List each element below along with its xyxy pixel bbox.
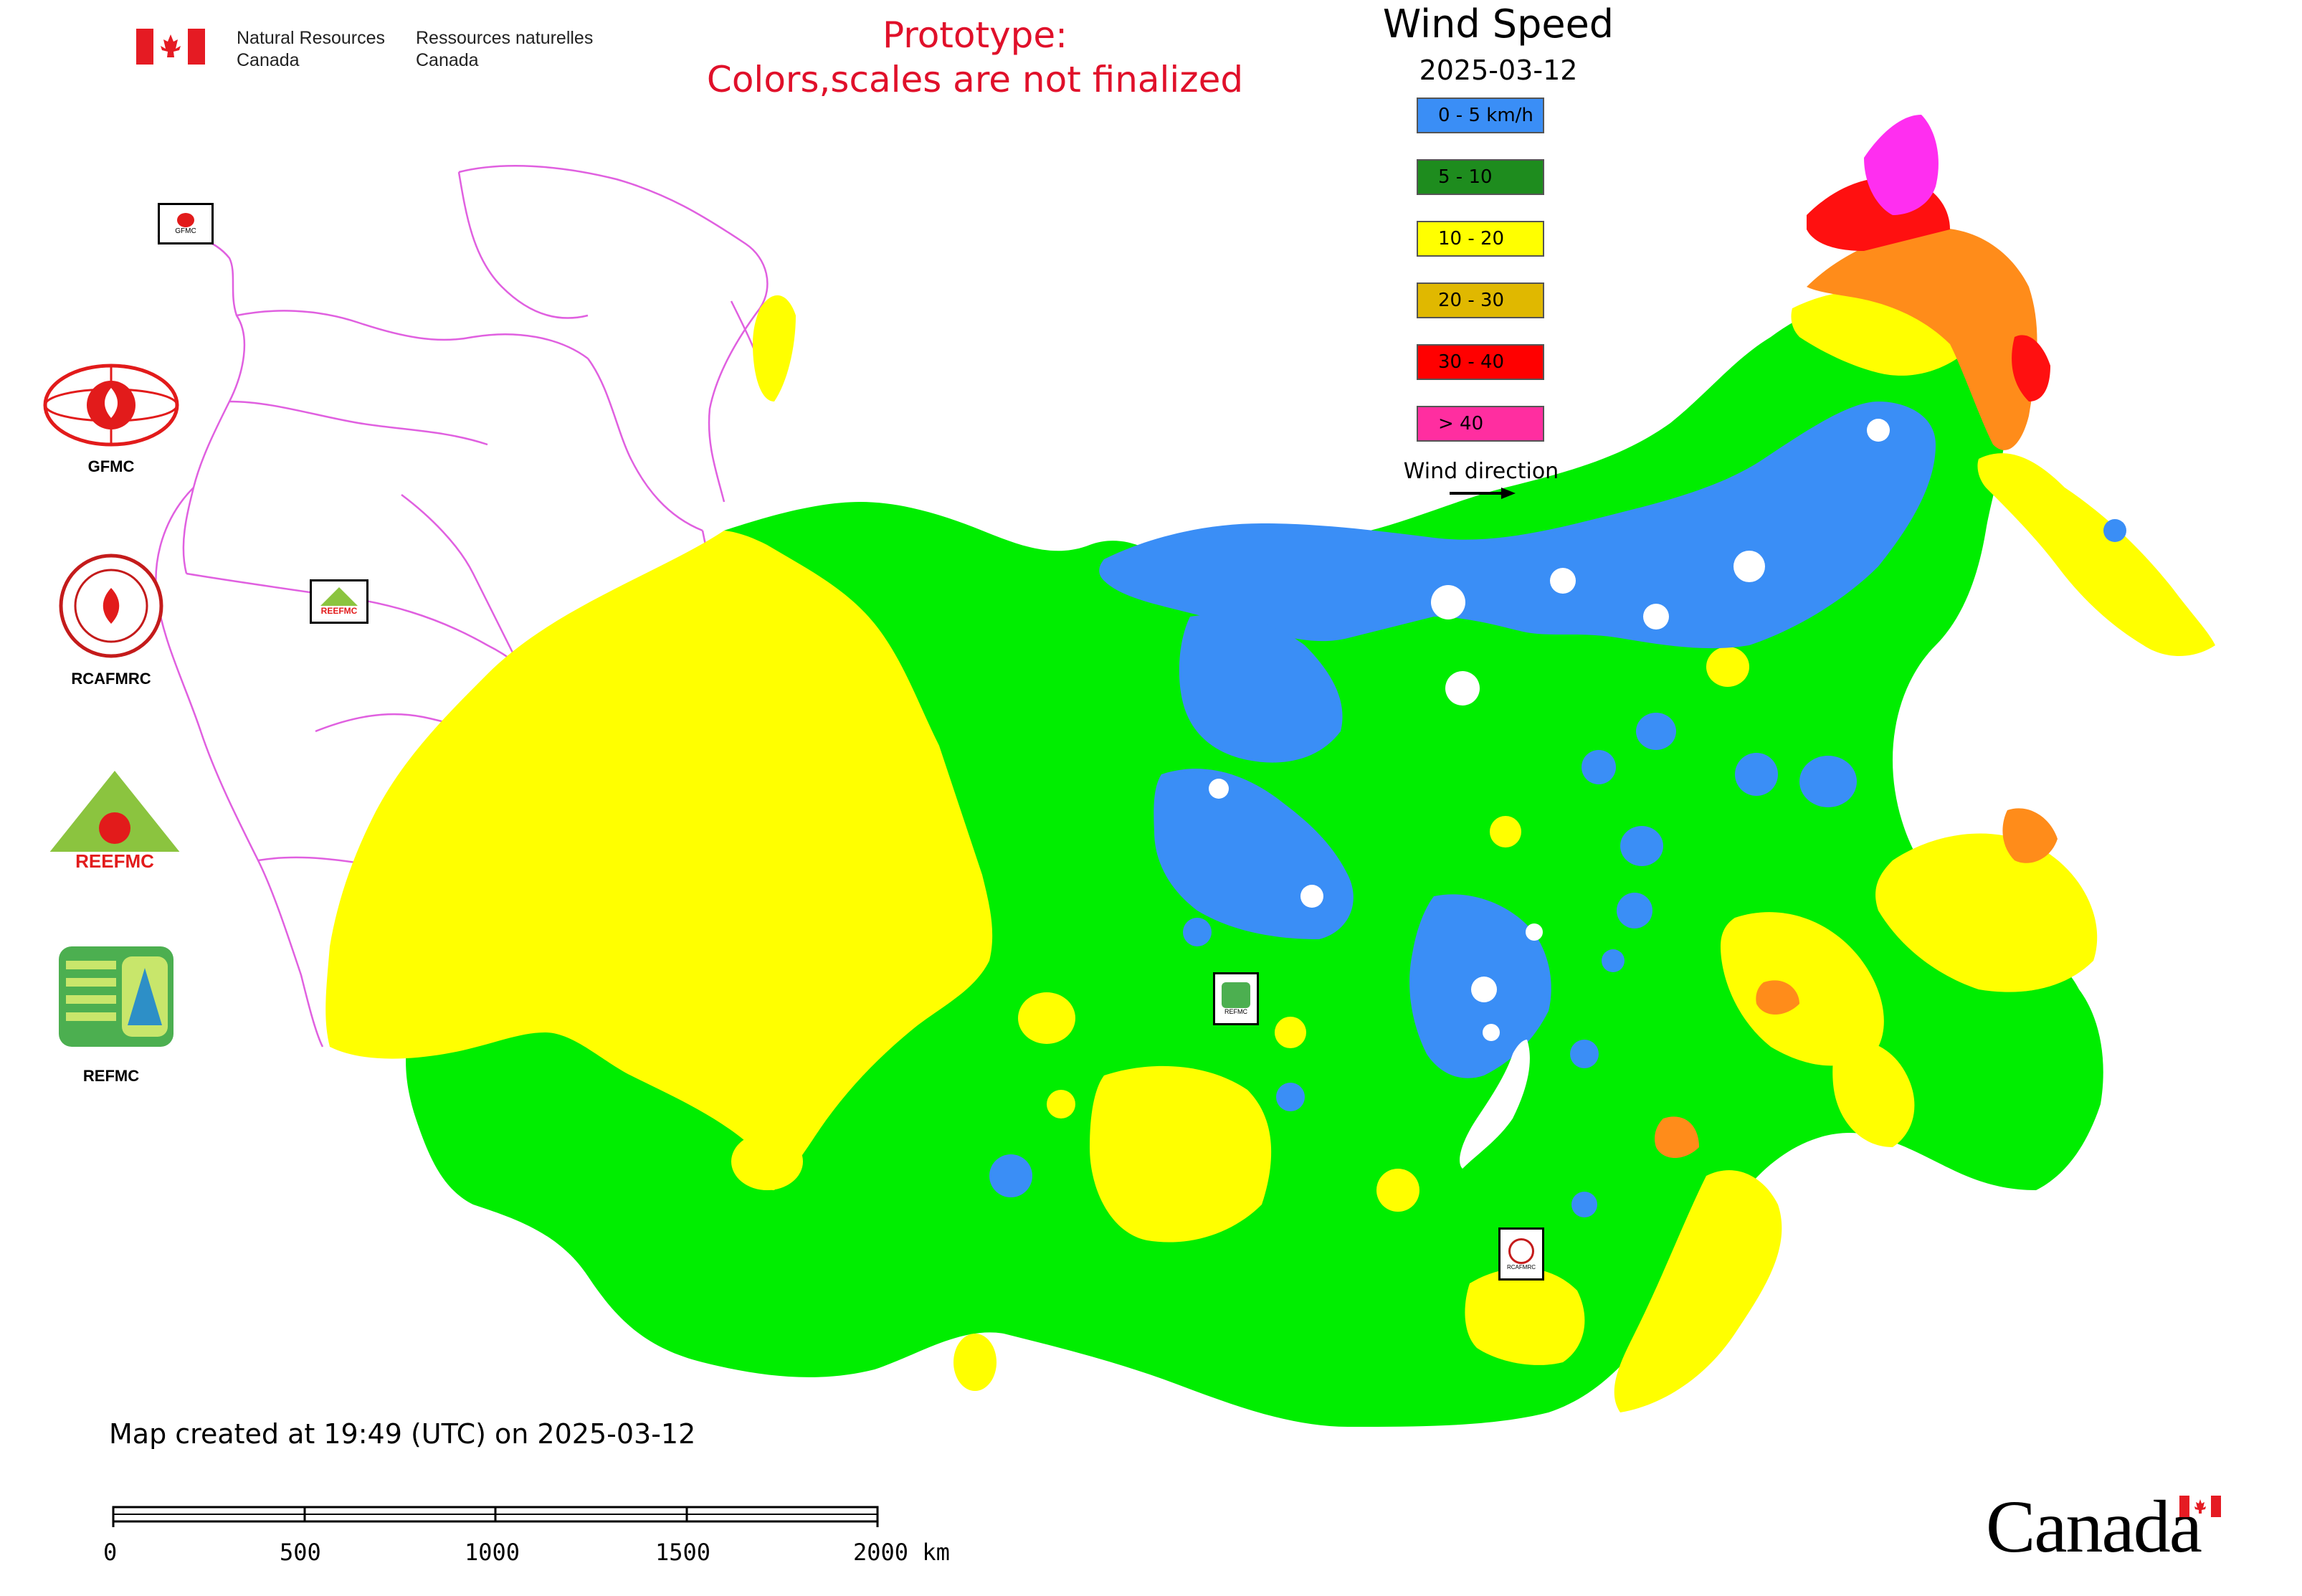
legend-item: 20 - 30 [1417,282,1544,318]
gfmc-label: GFMC [87,457,135,475]
canada-wordmark: Canada [1986,1486,2202,1568]
reefmc-map-marker[interactable]: REEFMC [310,579,368,624]
gfmc-marker-icon [177,212,194,227]
legend-item: 10 - 20 [1417,221,1544,257]
prototype-line2: Colors,scales are not finalized [706,59,1244,100]
scale-tick-500: 500 [280,1539,321,1566]
legend-item-label: 0 - 5 km/h [1438,105,1533,126]
agency-name-en: Natural Resources Canada [237,27,385,72]
calm-dots [1209,419,1890,1041]
reefmc-marker-text: REEFMC [320,606,358,616]
reefmc-logo-icon: REEFMC [43,771,186,872]
refmc-label: REFMC [82,1067,140,1085]
legend-item: 30 - 40 [1417,344,1544,380]
prototype-line1: Prototype: [882,14,1068,56]
gfmc-map-marker[interactable]: GFMC [158,203,214,244]
wordmark-flag-icon [2179,1496,2221,1517]
gfmc-marker-text: GFMC [175,227,196,235]
legend-item: 5 - 10 [1417,159,1544,195]
map-title: Wind Speed [1382,1,1614,47]
region-yellow-west [325,531,993,1190]
legend-item-label: 5 - 10 [1438,166,1493,188]
refmc-marker-icon [1222,982,1250,1008]
legend-item: > 40 [1417,406,1544,442]
legend-item-label: 10 - 20 [1438,228,1505,250]
gfmc-logo-icon [43,364,179,447]
refmc-marker-text: REFMC [1224,1008,1247,1015]
prototype-notice: Prototype: Colors,scales are not finaliz… [645,13,1305,102]
legend-item-label: 20 - 30 [1438,290,1505,311]
legend-item-label: 30 - 40 [1438,351,1505,373]
rcafmrc-label: RCAFMRC [71,670,151,688]
legend-item: 0 - 5 km/h [1417,98,1544,133]
region-high-wind [1655,115,2058,1158]
agency-fr-line2: Canada [416,50,479,70]
legend: 0 - 5 km/h 5 - 10 10 - 20 20 - 30 30 - 40 > 4… [1417,98,1549,467]
map-date: 2025-03-12 [1419,54,1578,86]
agency-en-line1: Natural Resources [237,28,386,48]
rcafmrc-marker-icon [1508,1238,1534,1264]
rcafmrc-map-marker[interactable]: RCAFMRC [1498,1227,1544,1281]
scale-tick-0: 0 [103,1539,118,1566]
agency-name-fr: Ressources naturelles Canada [416,27,593,72]
reefmc-logo-text: REEFMC [75,850,154,872]
scale-tick-1500: 1500 [655,1539,711,1566]
reefmc-marker-icon [320,587,358,606]
wind-direction-arrow-icon [1450,488,1516,499]
refmc-map-marker[interactable]: REFMC [1213,972,1259,1025]
legend-item-label: > 40 [1438,413,1484,434]
refmc-logo-icon [59,946,173,1047]
scale-bar [112,1506,879,1527]
agency-en-line2: Canada [237,50,300,70]
canada-flag-icon [136,29,205,65]
scale-tick-1000: 1000 [465,1539,520,1566]
region-yellow-pockets [731,291,2215,1412]
map-created-stamp: Map created at 19:49 (UTC) on 2025-03-12 [109,1418,696,1450]
agency-fr-line1: Ressources naturelles [416,28,594,48]
wind-direction-label: Wind direction [1403,459,1559,484]
rcafmrc-marker-text: RCAFMRC [1507,1263,1536,1270]
lake-baikal [1460,1040,1530,1169]
rcafmrc-logo-icon [59,554,163,658]
scale-tick-2000: 2000 km [853,1539,950,1566]
